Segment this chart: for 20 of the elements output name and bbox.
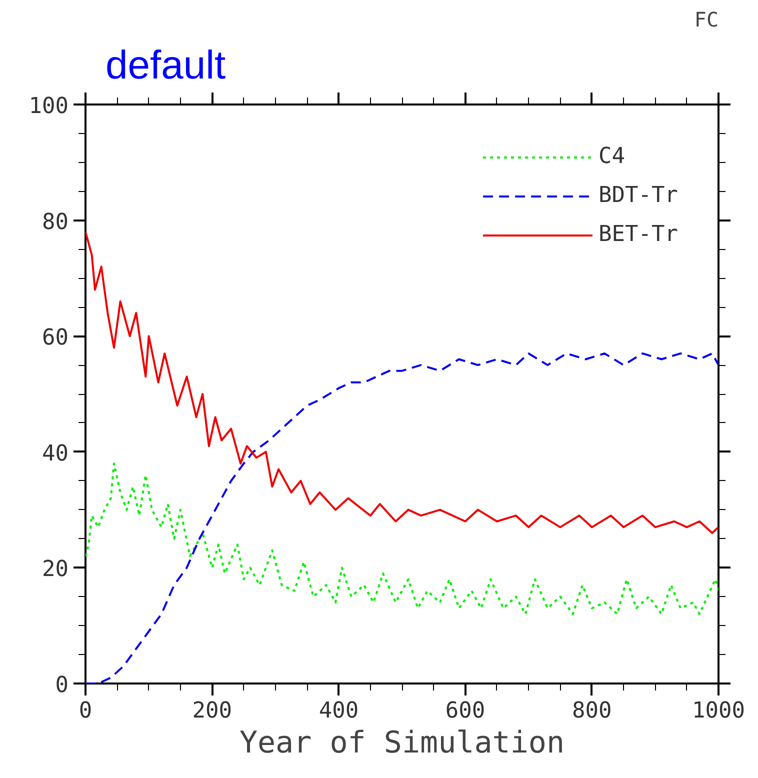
- y-tick-label: 60: [42, 326, 69, 351]
- x-tick-label: 400: [318, 698, 359, 724]
- legend-label: C4: [598, 144, 626, 169]
- chart-title: default: [106, 44, 226, 88]
- line-series: [86, 352, 718, 684]
- y-tick-label: 100: [28, 94, 69, 119]
- legend-label: BET-Tr: [598, 222, 678, 247]
- legend-label: BDT-Tr: [598, 183, 678, 208]
- x-tick-label: 600: [445, 698, 486, 724]
- x-tick-label: 1000: [692, 698, 745, 724]
- x-tick-label: 200: [192, 698, 232, 724]
- y-tick-label: 20: [42, 557, 69, 582]
- y-tick-label: 0: [55, 673, 69, 698]
- x-tick-label: 0: [78, 698, 92, 724]
- x-axis-title: Year of Simulation: [239, 726, 565, 760]
- x-tick-label: 800: [572, 698, 612, 724]
- line-series: [86, 462, 718, 616]
- y-tick-label: 80: [42, 210, 69, 235]
- text: FC: [694, 8, 719, 32]
- y-tick-label: 40: [42, 441, 69, 466]
